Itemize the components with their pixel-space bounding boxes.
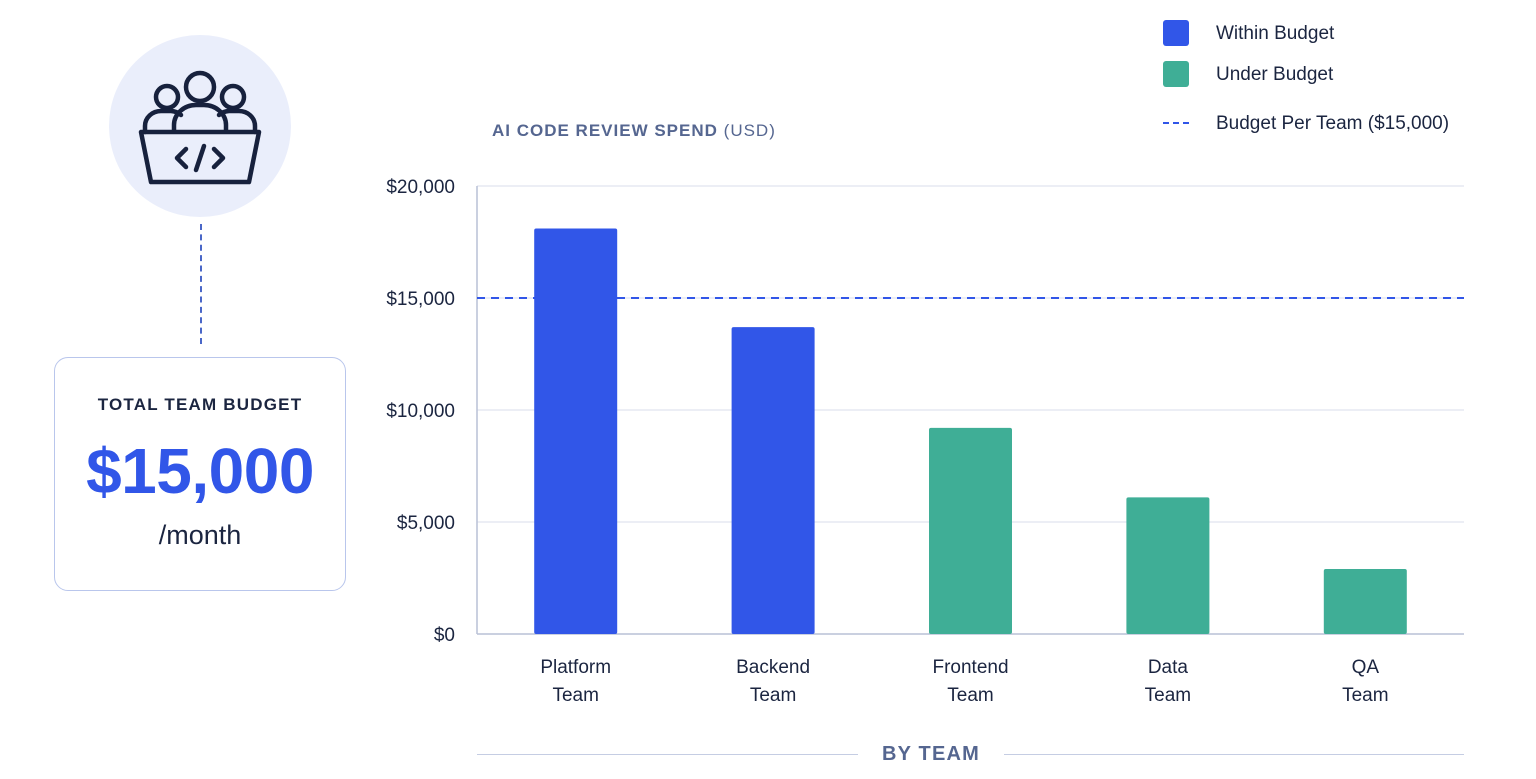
x-tick-label: QA Team	[1342, 657, 1388, 706]
y-tick-label: $15,000	[386, 289, 455, 310]
x-tick-label: Platform Team	[540, 657, 611, 706]
bar	[534, 228, 618, 634]
footer-rule-right	[1004, 754, 1464, 755]
total-budget-card: TOTAL TEAM BUDGET $15,000 /month	[54, 357, 346, 591]
budget-period: /month	[158, 520, 242, 550]
bar	[1323, 569, 1407, 634]
legend-swatch-under	[1163, 61, 1189, 87]
team-icon-badge	[109, 35, 291, 217]
y-tick-label: $5,000	[397, 513, 455, 534]
y-tick-label: $20,000	[386, 177, 455, 198]
connector-dashed-line	[200, 224, 202, 344]
y-tick-label: $0	[434, 625, 455, 646]
chart-title: AI CODE REVIEW SPEND (USD)	[492, 121, 776, 141]
x-axis-label: BY TEAM	[881, 743, 981, 765]
bar	[929, 427, 1012, 634]
budget-amount: $15,000	[86, 435, 314, 507]
bar	[1126, 497, 1210, 634]
legend-label-budget: Budget Per Team ($15,000)	[1216, 113, 1450, 134]
team-code-icon	[138, 70, 262, 185]
legend-label-under: Under Budget	[1216, 64, 1334, 85]
legend-swatch-within	[1163, 20, 1189, 46]
budget-card-label: TOTAL TEAM BUDGET	[97, 395, 303, 414]
x-axis-footer: BY TEAM	[477, 741, 1464, 769]
legend-swatch-budget-line	[1163, 122, 1189, 124]
chart-title-unit: (USD)	[723, 121, 776, 140]
legend-label-within: Within Budget	[1216, 23, 1335, 44]
chart-title-main: AI CODE REVIEW SPEND	[492, 121, 718, 140]
x-tick-label: Frontend Team	[932, 657, 1008, 706]
bar	[731, 327, 815, 634]
footer-rule-left	[477, 754, 858, 755]
y-tick-label: $10,000	[386, 401, 455, 422]
x-tick-label: Data Team	[1145, 657, 1191, 706]
x-tick-label: Backend Team	[736, 657, 810, 706]
